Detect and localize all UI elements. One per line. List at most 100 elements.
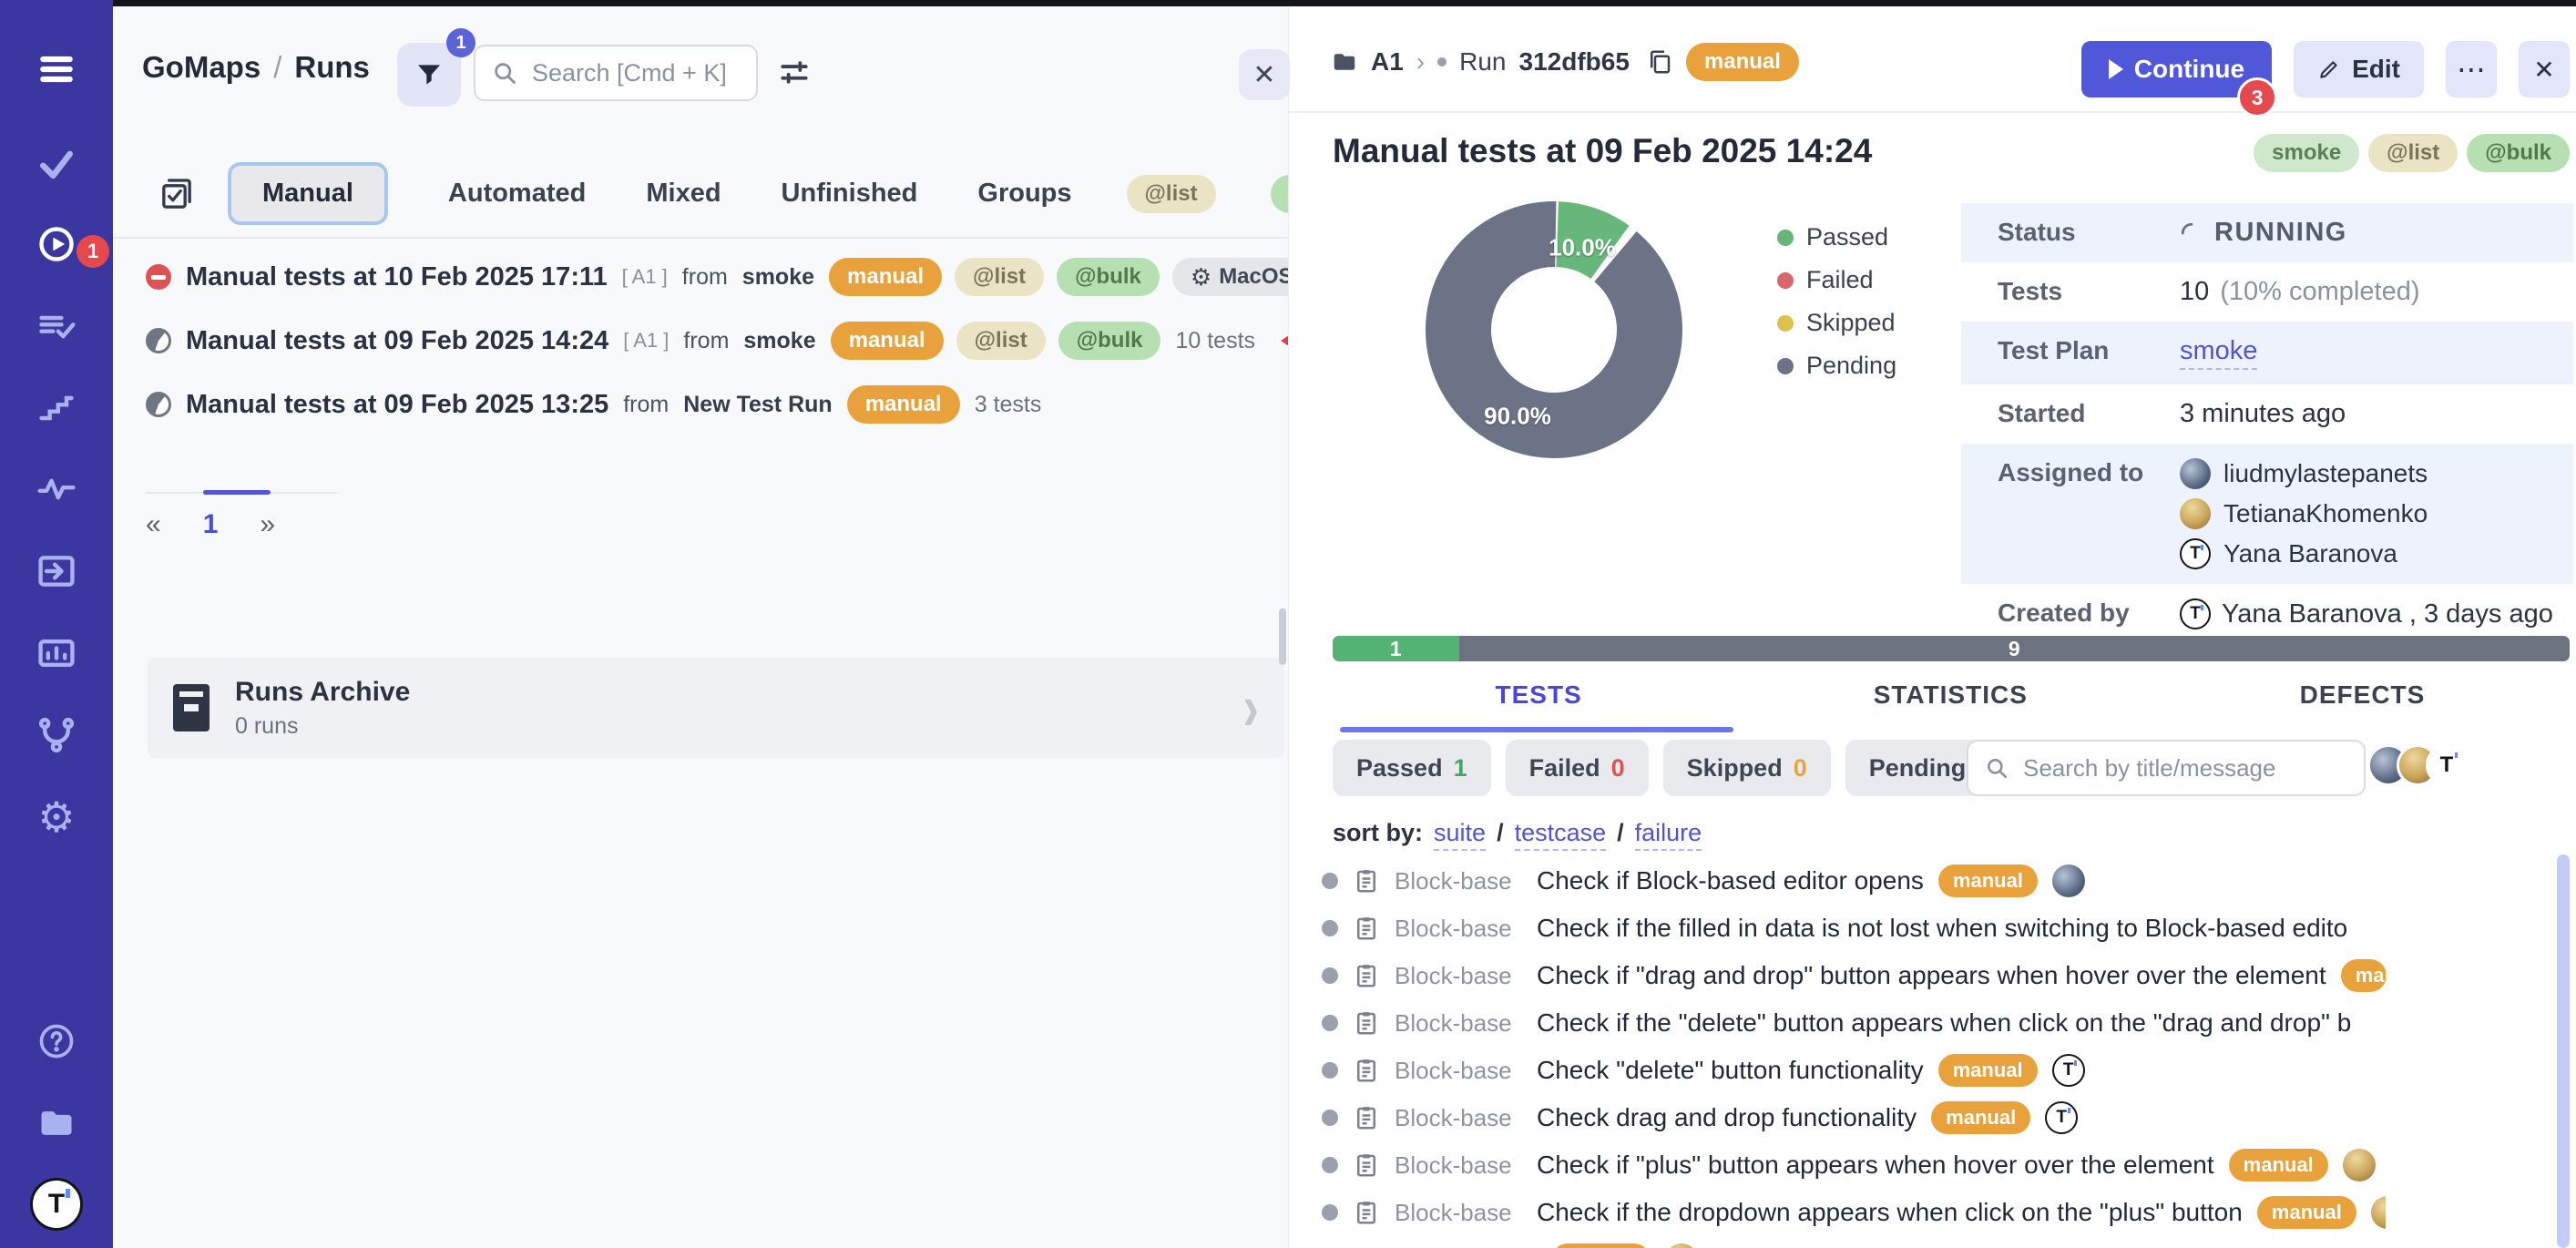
test-title[interactable]: Check if Block-based editor opens — [1537, 866, 1924, 895]
runs-archive-card[interactable]: Runs Archive 0 runs › — [148, 658, 1284, 758]
pagination-page-1[interactable]: 1 — [203, 509, 219, 540]
test-title[interactable]: Check drag and drop functionality — [1537, 1103, 1917, 1132]
assignee[interactable]: liudmylastepanets — [2180, 458, 2428, 489]
test-row[interactable]: Block-based... Check if the dropdown app… — [1322, 1189, 2540, 1236]
pending-status-icon — [1322, 1062, 1338, 1079]
test-row[interactable]: Block-based... Check if the "delete" but… — [1322, 999, 2540, 1047]
sidebar-item-runs[interactable]: 1 — [0, 211, 113, 277]
left-panel-scrollbar[interactable] — [1279, 609, 1286, 665]
test-title[interactable]: Check if "plus" button appears when hove… — [1537, 1151, 2214, 1180]
sidebar-item-requirements[interactable] — [0, 538, 113, 604]
menu-button[interactable] — [0, 36, 113, 102]
view-settings-button[interactable] — [774, 54, 814, 94]
sidebar-item-settings[interactable]: ⚙ — [0, 784, 113, 850]
tab[interactable]: Automated — [448, 179, 586, 209]
test-row[interactable]: Block-based... Check drag and drop funct… — [1322, 1094, 2540, 1141]
run-folder[interactable]: A1 — [1371, 47, 1404, 77]
detail-scrollbar[interactable] — [2557, 854, 2570, 1248]
test-title[interactable]: Check if "drag and drop" button appears … — [1537, 961, 2326, 990]
clipboard-icon — [1353, 962, 1380, 989]
tab[interactable]: Manual — [228, 162, 388, 225]
milestones-icon — [36, 388, 77, 428]
breadcrumb: GoMaps / Runs — [142, 50, 370, 85]
sidebar-item-help[interactable] — [0, 1008, 113, 1074]
result-filter-chip[interactable]: Skipped 0 — [1663, 740, 1831, 796]
close-detail-button[interactable]: ✕ — [2519, 41, 2570, 97]
status-value: RUNNING — [2214, 218, 2347, 248]
chevron-right-icon: › — [1416, 47, 1425, 77]
tab[interactable]: Unfinished — [782, 179, 918, 209]
test-title[interactable]: Check "delete" button functionality — [1537, 1056, 1924, 1085]
run-title[interactable]: Manual tests at 09 Feb 2025 14:24 — [186, 326, 608, 356]
tab[interactable]: Mixed — [646, 179, 721, 209]
test-row[interactable]: Block-based... manual — [1322, 1236, 2540, 1248]
run-row[interactable]: Manual tests at 10 Feb 2025 17:11 [ A1 ]… — [113, 245, 1288, 309]
assignee[interactable]: Yana Baranova — [2180, 538, 2428, 569]
search-icon — [1985, 756, 2009, 780]
run-tag-label: @list — [2387, 140, 2439, 166]
archive-icon — [173, 684, 210, 731]
test-row[interactable]: Block-based... Check if "drag and drop" … — [1322, 952, 2540, 999]
sort-by-suite[interactable]: suite — [1434, 819, 1486, 851]
pagination-next-button[interactable]: » — [260, 509, 275, 540]
run-tests-count: 10 tests — [1175, 328, 1255, 354]
tab-tests[interactable]: TESTS — [1333, 680, 1744, 710]
test-suite: Block-based... — [1395, 1057, 1511, 1085]
creator-avatar — [2180, 598, 2211, 629]
sort-by-failure[interactable]: failure — [1635, 819, 1702, 851]
viewer-avatar[interactable] — [2426, 744, 2468, 786]
test-suite: Block-based... — [1395, 1199, 1511, 1227]
sidebar-item-integrations[interactable] — [0, 702, 113, 768]
test-type-badge: manual — [2341, 959, 2387, 992]
pagination-prev-button[interactable]: « — [146, 509, 161, 540]
tab-statistics[interactable]: STATISTICS — [1744, 680, 2156, 710]
assignee[interactable]: TetianaKhomenko — [2180, 498, 2428, 529]
test-row[interactable]: Block-based... Check "delete" button fun… — [1322, 1047, 2540, 1094]
run-title[interactable]: Manual tests at 09 Feb 2025 13:25 — [186, 390, 608, 420]
sidebar-user-avatar[interactable] — [0, 1171, 113, 1237]
tab-filter-badge[interactable]: @list — [1127, 175, 1216, 213]
test-title[interactable]: Check if the dropdown appears when click… — [1537, 1198, 2243, 1227]
run-badge: @bulk — [1057, 258, 1160, 296]
detail-tabs: TESTS STATISTICS DEFECTS — [1333, 680, 2570, 710]
tab-defects[interactable]: DEFECTS — [2156, 680, 2568, 710]
runs-list-panel: GoMaps / Runs 1 ✕ Manual Automated Mixed… — [113, 6, 1288, 1248]
sidebar-item-activity[interactable] — [0, 456, 113, 522]
test-row[interactable]: Block-based... Check if the filled in da… — [1322, 905, 2540, 952]
test-row[interactable]: Block-based... Check if Block-based edit… — [1322, 857, 2540, 905]
tab[interactable]: Groups — [977, 179, 1071, 209]
copy-button[interactable] — [1646, 48, 1673, 76]
sidebar-item-test-cases[interactable] — [0, 131, 113, 197]
breadcrumb-project[interactable]: GoMaps — [142, 50, 261, 85]
run-title[interactable]: Manual tests at 10 Feb 2025 17:11 — [186, 262, 608, 292]
branch-icon — [36, 715, 77, 755]
run-row[interactable]: Manual tests at 09 Feb 2025 14:24 [ A1 ]… — [113, 309, 1288, 373]
search-input[interactable] — [530, 58, 740, 88]
more-button[interactable]: ⋯ — [2446, 41, 2497, 97]
result-filter-chip[interactable]: Passed 1 — [1333, 740, 1491, 796]
result-filter-chip[interactable]: Failed 0 — [1506, 740, 1649, 796]
test-title[interactable]: Check if the "delete" button appears whe… — [1537, 1008, 2351, 1038]
close-panel-button[interactable]: ✕ — [1239, 49, 1290, 100]
annotation-marker-3: 3 — [2237, 77, 2277, 118]
run-badges: manual — [847, 385, 960, 424]
bulk-select-icon — [158, 176, 195, 212]
continue-button[interactable]: Continue 3 — [2081, 41, 2272, 97]
bulk-select-button[interactable] — [158, 176, 195, 212]
chip-label: Pending — [1869, 754, 1967, 783]
edit-button[interactable]: Edit — [2294, 41, 2424, 97]
sort-by-testcase[interactable]: testcase — [1515, 819, 1607, 851]
sidebar-item-documents[interactable] — [0, 1090, 113, 1156]
tests-value: 10 — [2180, 277, 2209, 307]
sidebar-item-test-plans[interactable] — [0, 295, 113, 361]
sidebar-item-milestones[interactable] — [0, 375, 113, 441]
run-row[interactable]: Manual tests at 09 Feb 2025 13:25 from N… — [113, 373, 1288, 436]
run-badge: @list — [956, 322, 1046, 360]
run-detail-header: A1 › Run 312dfb65 manual Continue 3 Edit… — [1289, 6, 2576, 113]
run-tag-badge: smoke — [2254, 134, 2359, 172]
tests-search-input[interactable] — [2021, 753, 2347, 783]
sidebar-item-analytics[interactable] — [0, 620, 113, 686]
test-plan-link[interactable]: smoke — [2180, 336, 2257, 370]
test-row[interactable]: Block-based... Check if "plus" button ap… — [1322, 1141, 2540, 1189]
test-title[interactable]: Check if the filled in data is not lost … — [1537, 914, 2347, 943]
